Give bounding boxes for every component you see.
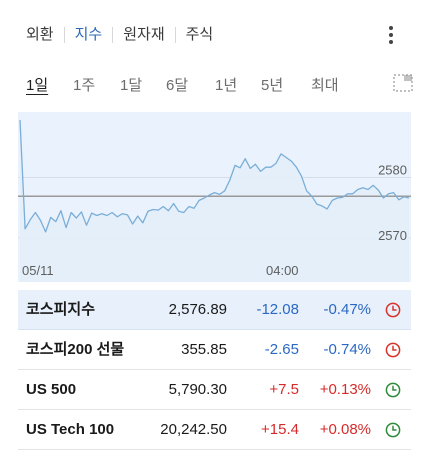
range-6m[interactable]: 6달 bbox=[166, 77, 189, 94]
tab-divider bbox=[112, 27, 114, 43]
index-price: 20,242.50 bbox=[160, 421, 227, 438]
category-tabs: 외환 지수 원자재 주식 bbox=[18, 22, 413, 48]
price-area bbox=[20, 120, 409, 282]
clock-red-icon bbox=[385, 342, 401, 358]
index-change-percent: +0.13% bbox=[319, 381, 371, 398]
clock-red-icon bbox=[385, 302, 401, 318]
tab-indices[interactable]: 지수 bbox=[74, 26, 103, 43]
clock-green-icon bbox=[385, 422, 401, 438]
price-chart[interactable]: 2580 2570 05/11 04:00 bbox=[18, 112, 411, 282]
range-max[interactable]: 최대 bbox=[311, 77, 339, 94]
index-name: US 500 bbox=[26, 381, 77, 398]
y-tick-label: 2580 bbox=[378, 162, 407, 177]
index-change: +7.5 bbox=[269, 381, 299, 398]
index-price: 2,576.89 bbox=[168, 301, 227, 318]
index-change-percent: -0.74% bbox=[323, 341, 371, 358]
price-chart-svg: 2580 2570 05/11 04:00 bbox=[18, 112, 411, 282]
x-tick-label: 05/11 bbox=[22, 263, 54, 278]
table-row[interactable]: US Tech 100 20,242.50 +15.4 +0.08% bbox=[18, 410, 411, 450]
time-range-selector: 1일 1주 1달 6달 1년 5년 최대 bbox=[18, 72, 413, 96]
price-line bbox=[19, 119, 410, 233]
index-change: -12.08 bbox=[256, 301, 299, 318]
more-menu-icon[interactable] bbox=[381, 24, 401, 46]
range-1w[interactable]: 1주 bbox=[73, 77, 96, 94]
expand-chart-icon[interactable] bbox=[393, 74, 413, 92]
tab-stocks[interactable]: 주식 bbox=[185, 26, 214, 43]
table-row[interactable]: 코스피200 선물 355.85 -2.65 -0.74% bbox=[18, 330, 411, 370]
tab-forex[interactable]: 외환 bbox=[26, 26, 54, 43]
index-change-percent: -0.47% bbox=[323, 301, 371, 318]
range-1m[interactable]: 1달 bbox=[120, 77, 143, 94]
tab-divider bbox=[174, 27, 176, 43]
table-row[interactable]: US 500 5,790.30 +7.5 +0.13% bbox=[18, 370, 411, 410]
range-1d[interactable]: 1일 bbox=[26, 77, 49, 94]
index-name: 코스피지수 bbox=[26, 301, 96, 318]
index-table: 코스피지수 2,576.89 -12.08 -0.47% 코스피200 선물 3… bbox=[18, 290, 411, 450]
tab-commodities[interactable]: 원자재 bbox=[123, 26, 165, 43]
range-5y[interactable]: 5년 bbox=[261, 77, 284, 94]
index-price: 355.85 bbox=[181, 341, 227, 358]
table-row[interactable]: 코스피지수 2,576.89 -12.08 -0.47% bbox=[18, 290, 411, 330]
index-name: 코스피200 선물 bbox=[26, 341, 125, 358]
clock-green-icon bbox=[385, 382, 401, 398]
index-change: -2.65 bbox=[264, 341, 299, 358]
tab-divider bbox=[63, 27, 65, 43]
index-name: US Tech 100 bbox=[26, 421, 115, 438]
y-tick-label: 2570 bbox=[378, 228, 407, 243]
x-tick-label: 04:00 bbox=[266, 263, 299, 278]
index-change: +15.4 bbox=[261, 421, 299, 438]
range-1y[interactable]: 1년 bbox=[215, 77, 238, 94]
index-change-percent: +0.08% bbox=[319, 421, 371, 438]
index-price: 5,790.30 bbox=[168, 381, 227, 398]
